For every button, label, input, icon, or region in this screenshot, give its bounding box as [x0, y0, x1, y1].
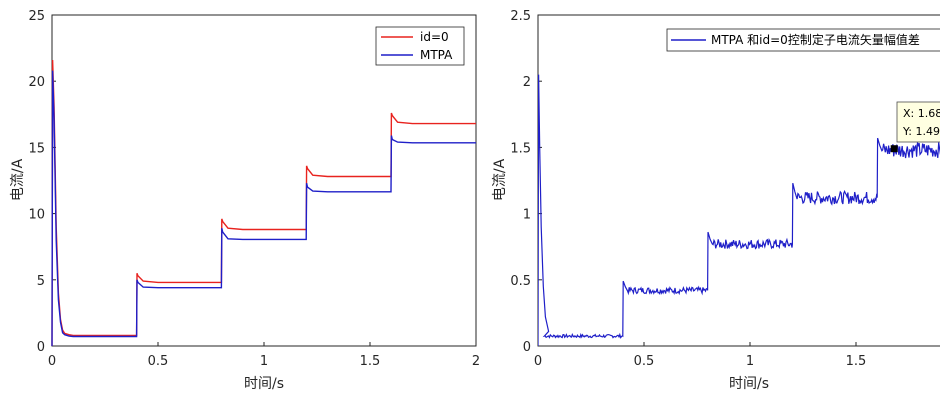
- right-y-tick-label: 2: [523, 75, 531, 90]
- right-chart: 0 0.5 1 1.5 0 0.5 1 1.5 2 2.5 时间/s 电流/A MTPA 和id=…: [492, 9, 940, 392]
- right-y-tick-label: 2.5: [510, 9, 531, 24]
- right-y-axis-label: 电流/A: [492, 158, 508, 201]
- datatip[interactable]: X: 1.68 Y: 1.49: [890, 101, 940, 153]
- left-x-tick-label: 1.5: [360, 354, 381, 369]
- left-y-tick-label: 15: [28, 141, 45, 156]
- datatip-y-text: Y: 1.49: [902, 125, 940, 138]
- right-legend: MTPA 和id=0控制定子电流矢量幅值差: [666, 28, 940, 52]
- left-y-tick-label: 5: [37, 274, 45, 289]
- left-x-tick-label: 0.5: [148, 354, 169, 369]
- right-legend-box: [666, 28, 940, 52]
- right-legend-label: MTPA 和id=0控制定子电流矢量幅值差: [711, 32, 920, 47]
- right-y-tick-label: 1: [523, 208, 531, 223]
- right-series: [538, 74, 940, 346]
- datatip-x-text: X: 1.68: [903, 107, 940, 120]
- right-y-tick-label: 0: [523, 340, 531, 355]
- right-x-tick-label: 1.5: [846, 354, 867, 369]
- left-y-tick-label: 20: [28, 75, 45, 90]
- left-x-tick-label: 0: [48, 354, 56, 369]
- right-x-tick-label: 1: [746, 354, 754, 369]
- left-y-tick-label: 25: [28, 9, 45, 24]
- right-ticks: 0 0.5 1 1.5 0 0.5 1 1.5 2 2.5: [510, 9, 866, 369]
- right-plot-frame: [537, 14, 940, 347]
- right-x-tick-label: 0: [534, 354, 542, 369]
- left-legend-box: [375, 26, 465, 66]
- left-y-tick-label: 0: [37, 340, 45, 355]
- left-legend-label-id0: id=0: [420, 30, 449, 44]
- datatip-marker[interactable]: [890, 145, 898, 153]
- right-y-tick-label: 1.5: [510, 141, 531, 156]
- left-x-tick-label: 1: [260, 354, 268, 369]
- left-legend: id=0 MTPA: [375, 26, 465, 66]
- left-series: [51, 59, 476, 347]
- left-y-tick-label: 10: [28, 208, 45, 223]
- right-x-tick-label: 0.5: [634, 354, 655, 369]
- right-x-axis-label: 时间/s: [729, 376, 769, 392]
- right-series-line: [538, 74, 940, 346]
- left-legend-label-mtpa: MTPA: [420, 48, 453, 62]
- left-x-axis-label: 时间/s: [244, 376, 284, 392]
- left-x-tick-label: 2: [472, 354, 480, 369]
- left-plot-area: [51, 14, 477, 347]
- datatip-box: [896, 101, 940, 143]
- left-y-axis-label: 电流/A: [10, 158, 26, 201]
- left-series-line-mtpa: [51, 70, 476, 347]
- right-y-tick-label: 0.5: [510, 274, 531, 289]
